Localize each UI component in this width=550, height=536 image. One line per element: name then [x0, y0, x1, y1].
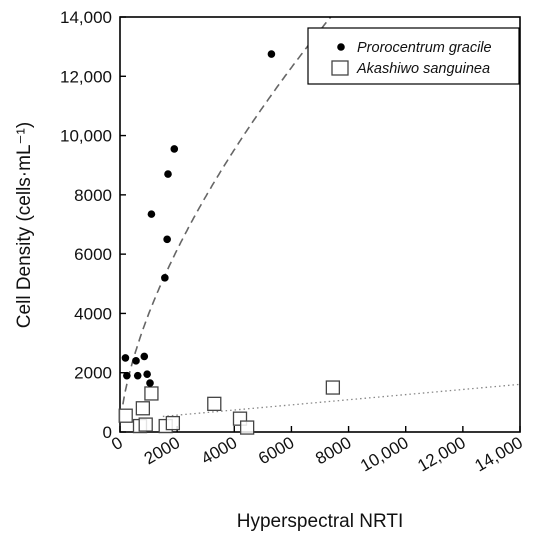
data-point-prorocentrum	[163, 235, 171, 244]
y-tick-label: 12,000	[60, 67, 112, 86]
data-point-akashiwo	[325, 380, 341, 395]
data-point-akashiwo	[165, 415, 181, 431]
y-tick-label: 4000	[74, 304, 112, 323]
x-tick-label: 4000	[198, 433, 240, 468]
x-axis: 0 2000 4000 6000 8000 10,000 12,000 14,000	[108, 426, 526, 475]
fit-lines	[122, 17, 520, 418]
data-point-prorocentrum	[170, 145, 179, 153]
x-tick-label: 6000	[255, 433, 297, 468]
data-point-prorocentrum	[147, 210, 156, 218]
data-point-akashiwo	[138, 417, 153, 432]
data-point-prorocentrum	[121, 354, 130, 362]
data-point-prorocentrum	[123, 371, 131, 380]
y-axis-title: Cell Density (cells·mL⁻¹)	[14, 122, 35, 328]
data-point-prorocentrum	[164, 170, 172, 178]
x-tick-label: 10,000	[357, 433, 412, 475]
data-point-akashiwo	[135, 401, 151, 416]
data-point-prorocentrum	[161, 274, 169, 282]
x-tick-label: 14,000	[471, 433, 526, 475]
legend-marker-akashiwo	[331, 60, 349, 76]
data-point-akashiwo	[118, 408, 133, 423]
legend-label-prorocentrum: Prorocentrum gracile	[357, 40, 492, 56]
x-axis-title: Hyperspectral NRTI	[237, 511, 403, 532]
data-point-prorocentrum	[140, 352, 149, 361]
legend-label-akashiwo: Akashiwo sanguinea	[356, 61, 490, 77]
legend: Prorocentrum gracile Akashiwo sanguinea	[307, 27, 520, 85]
y-tick-label: 2000	[74, 364, 112, 383]
fit-line-akashiwo	[162, 383, 520, 418]
data-point-prorocentrum	[146, 379, 154, 387]
data-point-akashiwo	[207, 396, 222, 411]
data-point-prorocentrum	[132, 357, 140, 365]
y-tick-label: 14,000	[60, 8, 112, 27]
y-tick-label: 10,000	[60, 127, 112, 146]
data-point-prorocentrum	[143, 370, 151, 378]
data-point-akashiwo	[239, 420, 255, 435]
x-tick-label: 2000	[141, 433, 183, 468]
data-point-prorocentrum	[267, 50, 276, 58]
data-point-akashiwo	[144, 386, 159, 401]
y-tick-label: 0	[103, 423, 112, 442]
series-markers	[118, 50, 341, 435]
x-tick-label: 12,000	[414, 433, 469, 475]
y-axis: 0 2000 4000 6000 8000 10,000 12,000 14,000	[60, 8, 126, 442]
data-point-prorocentrum	[133, 371, 142, 380]
y-tick-label: 6000	[74, 245, 112, 264]
x-tick-label: 8000	[312, 433, 354, 468]
legend-marker-prorocentrum	[337, 43, 345, 51]
plot-frame	[119, 16, 521, 433]
y-tick-label: 8000	[74, 186, 112, 205]
